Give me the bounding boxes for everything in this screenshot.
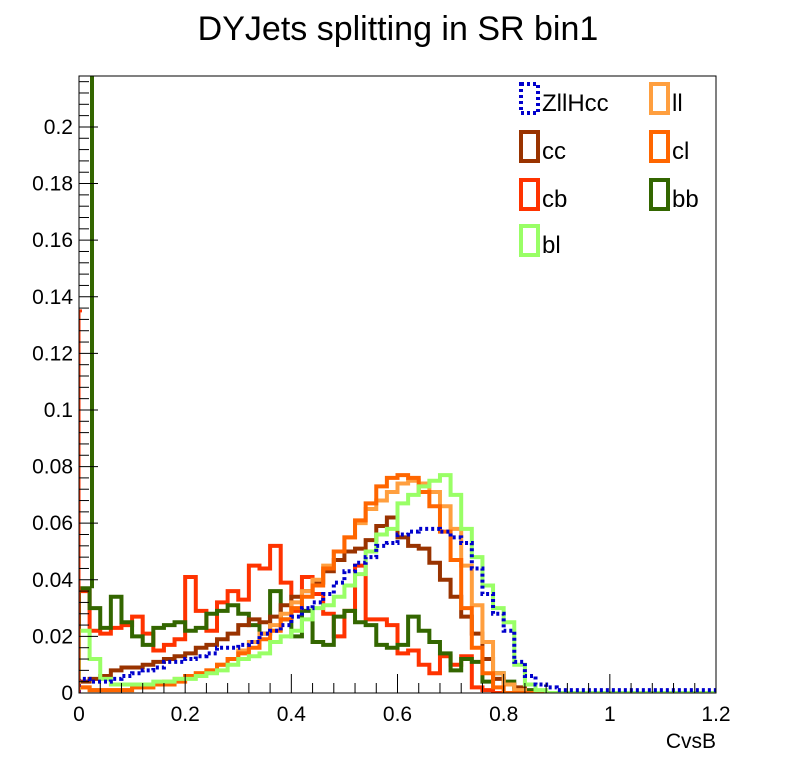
y-tick-label: 0.02 [32,625,73,648]
legend-label-zllhcc: ZllHcc [542,90,609,117]
legend-swatch-bb [649,178,670,211]
legend-swatch-cc [519,130,540,163]
y-tick-label: 0.14 [32,286,73,309]
x-tick-label: 0.8 [489,703,518,726]
y-tick-label: 0 [61,682,73,705]
series-cb-line [79,543,716,693]
x-tick-label: 0.4 [277,703,307,726]
y-tick-label: 0.08 [32,456,73,479]
legend-swatch-cl [649,130,670,163]
legend-label-bb: bb [672,186,699,213]
legend-label-ll: ll [672,90,683,117]
legend-label-cc: cc [542,138,566,165]
series-cb-first-bin-spike [79,309,82,693]
y-tick-label: 0.04 [32,569,73,592]
legend-label-bl: bl [542,232,561,259]
x-tick-label: 1 [604,703,616,726]
x-tick-label: 0 [73,703,85,726]
legend-swatch-cb [519,178,540,211]
legend-label-cl: cl [672,138,689,165]
legend-swatch-zllhcc [519,82,540,115]
legend-swatch-bl [519,224,540,257]
plot-area: 0 0.2 0.4 0.6 0.8 1 1.2 0 0.02 0.04 0.06 0.08 0.1 0.1… [32,75,731,726]
legend-swatch-ll [649,82,670,115]
axis-layer: 0 0.2 0.4 0.6 0.8 1 1.2 0 0.02 0.04 0.06 0.08 0.1 0.1… [32,81,731,726]
chart-title: DYJets splitting in SR bin1 [198,10,599,48]
legend-label-cb: cb [542,186,567,213]
y-tick-label: 0.1 [44,399,73,422]
y-tick-label: 0.12 [32,342,73,365]
legend: ZllHcc ll cc cl cb bb bl [519,82,699,259]
x-tick-label: 0.6 [383,703,412,726]
x-tick-label: 1.2 [701,703,730,726]
y-tick-label: 0.16 [32,229,73,252]
y-tick-label: 0.2 [44,116,73,139]
series-cc-line [79,515,716,693]
y-tick-label: 0.06 [32,512,73,535]
series-zllhcc-line [79,526,716,693]
y-tick-label: 0.18 [32,173,73,196]
x-axis-title: CvsB [666,730,716,753]
x-tick-label: 0.2 [171,703,200,726]
